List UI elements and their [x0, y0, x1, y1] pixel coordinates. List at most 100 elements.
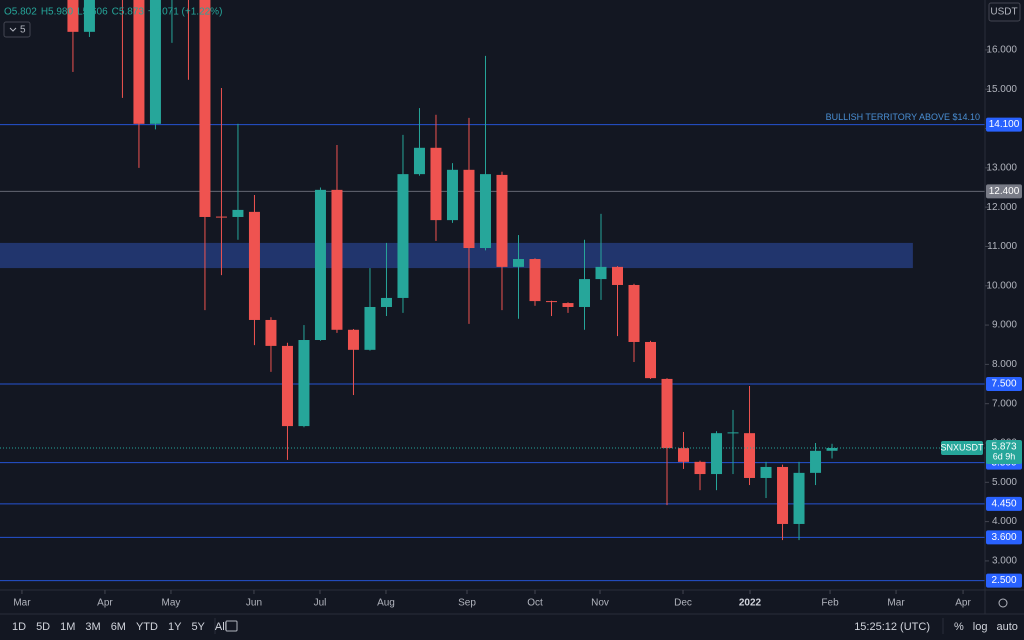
candle-body — [265, 319, 277, 346]
level-label: 4.450 — [991, 499, 1016, 510]
candle-body — [661, 378, 673, 449]
range-button[interactable]: 1M — [60, 621, 75, 633]
candle-body — [678, 448, 690, 462]
candle-body — [529, 259, 541, 302]
y-tick-label: 9.000 — [992, 320, 1017, 331]
range-button[interactable]: 5Y — [191, 621, 205, 633]
candle-body — [314, 189, 326, 341]
x-tick-label: Feb — [821, 598, 839, 609]
last-price-label: 5.873 — [991, 442, 1016, 453]
level-annotation: BULLISH TERRITORY ABOVE $14.10 — [826, 112, 980, 122]
symbol-badge — [941, 440, 983, 455]
candle-body — [298, 340, 310, 427]
x-tick-label: Jun — [246, 598, 262, 609]
candle-body — [463, 169, 475, 249]
x-tick-label: Apr — [955, 598, 971, 609]
clock: 15:25:12 (UTC) — [854, 621, 930, 633]
y-tick-label: 11.000 — [987, 241, 1017, 252]
scale-option[interactable]: auto — [996, 621, 1017, 633]
candle-body — [397, 174, 409, 298]
candle-body — [380, 297, 392, 307]
ohlc-value: C5.873 — [112, 7, 145, 18]
candle-body — [133, 0, 145, 124]
range-button[interactable]: 1Y — [168, 621, 182, 633]
y-tick-label: 10.000 — [986, 280, 1017, 291]
candle-body — [793, 472, 805, 524]
candle-body — [810, 450, 822, 473]
x-tick-label: Aug — [377, 598, 395, 609]
candle-body — [512, 259, 524, 267]
candle-body — [777, 466, 789, 524]
level-badge — [986, 530, 1022, 545]
range-button[interactable]: YTD — [136, 621, 158, 633]
candle-body — [347, 329, 359, 350]
x-tick-label: Sep — [458, 598, 476, 609]
candle-body — [578, 279, 590, 307]
candle-body — [496, 174, 508, 267]
y-tick-label: 16.000 — [986, 45, 1017, 56]
level-label: 7.500 — [991, 379, 1016, 390]
calendar-icon[interactable] — [225, 620, 238, 632]
candle-body — [645, 341, 657, 379]
candle-body — [281, 345, 293, 427]
candle-body — [562, 303, 574, 307]
range-button[interactable]: 3M — [85, 621, 100, 633]
candle-body — [694, 461, 706, 475]
y-tick-label: 12.000 — [986, 202, 1017, 213]
level-badge — [986, 184, 1022, 199]
candle-body — [612, 266, 624, 285]
zone — [0, 242, 913, 269]
x-tick-label: Oct — [527, 598, 543, 609]
candle-body — [83, 0, 95, 32]
currency: USDT — [990, 7, 1017, 18]
y-tick-label: 7.000 — [992, 398, 1017, 409]
chevron-icon — [9, 27, 17, 32]
indicator: 5 — [20, 25, 26, 36]
candle-body — [232, 209, 244, 217]
candle-body — [727, 432, 739, 434]
indicator-box[interactable] — [3, 21, 31, 38]
candle-body — [760, 466, 772, 478]
candle-body — [446, 169, 458, 221]
level-badge — [986, 377, 1022, 392]
ohlc-value: L5.606 — [77, 7, 108, 18]
range-button[interactable]: 5D — [36, 621, 50, 633]
x-tick-label: Apr — [97, 598, 113, 609]
last-price-badge — [986, 439, 1022, 464]
candle-body — [711, 433, 723, 475]
candle-body — [430, 147, 442, 221]
x-tick-label: Dec — [674, 598, 692, 609]
symbol-label: SNXUSDT — [940, 442, 984, 452]
range-button[interactable]: All — [215, 621, 227, 633]
countdown: 6d 9h — [993, 451, 1016, 461]
x-tick-label: May — [162, 598, 181, 609]
y-tick-label: 13.000 — [986, 162, 1017, 173]
level-label: 12.400 — [989, 186, 1020, 197]
candle-body — [248, 211, 260, 320]
y-tick-label: 5.000 — [992, 477, 1017, 488]
ohlc-value: O5.802 — [4, 7, 37, 18]
y-tick-label: 3.000 — [992, 556, 1017, 567]
candle-body — [744, 433, 756, 478]
candle-body — [331, 189, 343, 330]
candle-body — [545, 301, 557, 303]
level-badge — [986, 117, 1022, 132]
level-label: 14.100 — [989, 119, 1020, 130]
level-badge — [986, 573, 1022, 588]
range-button[interactable]: 1D — [12, 621, 26, 633]
y-tick-label: 15.000 — [986, 84, 1017, 95]
settings-icon[interactable] — [998, 598, 1008, 608]
x-tick-label: Jul — [314, 598, 327, 609]
x-tick-label: 2022 — [739, 598, 762, 609]
x-tick-label: Nov — [591, 598, 609, 609]
scale-option[interactable]: log — [973, 621, 988, 633]
candle-body — [215, 216, 227, 218]
level-badge — [986, 496, 1022, 511]
range-button[interactable]: 6M — [111, 621, 126, 633]
candle-body — [199, 0, 211, 217]
scale-option[interactable]: % — [954, 621, 964, 633]
candle-body — [364, 306, 376, 350]
candle-body — [149, 0, 161, 124]
ohlc-value: H5.980 — [41, 7, 74, 18]
x-tick-label: Mar — [887, 598, 905, 609]
